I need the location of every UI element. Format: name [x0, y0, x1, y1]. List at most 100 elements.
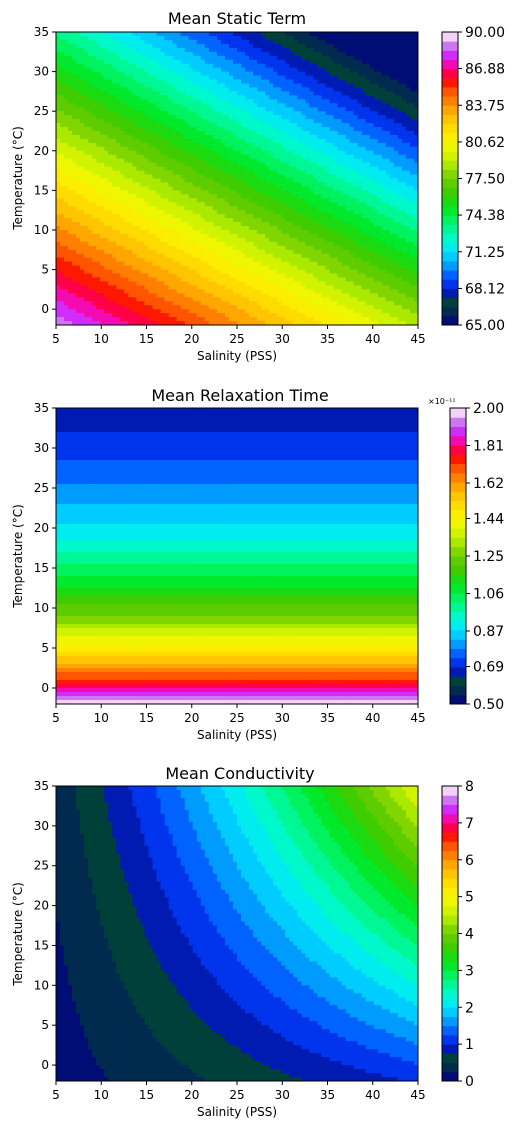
heatmap-cell [216, 182, 222, 188]
heatmap-cell [232, 63, 238, 69]
heatmap-cell [152, 158, 158, 164]
heatmap-cell [216, 99, 222, 104]
heatmap-cell [156, 83, 162, 89]
heatmap-cell [305, 257, 310, 263]
heatmap-cell [112, 313, 117, 318]
heatmap-cell [88, 55, 93, 61]
heatmap-cell [269, 229, 274, 235]
heatmap-cell [305, 142, 310, 148]
heatmap-cell [176, 226, 182, 231]
heatmap-cell [261, 83, 266, 89]
heatmap-cell [148, 261, 154, 267]
heatmap-cell [273, 127, 278, 132]
heatmap-cell [128, 229, 134, 235]
heatmap-cell [172, 293, 178, 298]
heatmap-cell [293, 285, 298, 290]
heatmap-cell [261, 115, 266, 120]
heatmap-cell [253, 111, 258, 116]
heatmap-cell [112, 309, 117, 314]
heatmap-cell [212, 253, 218, 259]
heatmap-cell [120, 293, 125, 298]
heatmap-cell [136, 91, 142, 96]
heatmap-cell [84, 32, 89, 37]
heatmap-cell [148, 241, 154, 247]
heatmap-cell [289, 154, 294, 160]
heatmap-cell [257, 214, 262, 219]
heatmap-cell [100, 190, 105, 195]
heatmap-cell [96, 198, 101, 203]
heatmap-cell [241, 273, 246, 279]
heatmap-cell [176, 174, 182, 180]
heatmap-cell [112, 162, 117, 168]
heatmap-cell [88, 241, 93, 247]
heatmap-cell [273, 293, 278, 298]
heatmap-cell [148, 233, 154, 239]
heatmap-cell [64, 313, 69, 318]
heatmap-cell [124, 154, 129, 160]
heatmap-cell [112, 107, 117, 112]
heatmap-cell [192, 35, 198, 41]
heatmap-cell [56, 198, 61, 203]
heatmap-cell [92, 321, 97, 325]
heatmap-cell [220, 233, 226, 239]
heatmap-cell [277, 32, 282, 37]
heatmap-cell [152, 206, 158, 211]
heatmap-cell [277, 301, 282, 306]
heatmap-cell [249, 313, 254, 318]
heatmap-cell [184, 285, 190, 290]
heatmap-cell [204, 150, 210, 156]
heatmap-cell [317, 321, 323, 325]
heatmap-cell [72, 214, 77, 219]
heatmap-cell [273, 202, 278, 207]
heatmap-cell [148, 79, 154, 85]
heatmap-cell [56, 75, 61, 81]
heatmap-cell [277, 107, 282, 112]
heatmap-cell [305, 190, 310, 195]
heatmap-cell [232, 285, 238, 290]
heatmap-cell [317, 229, 323, 235]
heatmap-cell [164, 67, 170, 73]
heatmap-cell [144, 182, 150, 188]
heatmap-cell [144, 95, 150, 100]
heatmap-cell [212, 154, 218, 160]
heatmap-cell [188, 198, 194, 203]
heatmap-cell [245, 123, 250, 128]
heatmap-cell [116, 301, 121, 306]
heatmap-cell [317, 43, 323, 49]
heatmap-cell [228, 317, 234, 322]
heatmap-cell [305, 127, 310, 132]
heatmap-cell [220, 261, 226, 267]
heatmap-cell [277, 150, 282, 156]
heatmap-cell [212, 67, 218, 73]
heatmap-cell [200, 233, 206, 239]
heatmap-cell [60, 83, 65, 89]
heatmap-cell [261, 218, 266, 223]
heatmap-cell [76, 174, 81, 180]
heatmap-cell [253, 297, 258, 302]
heatmap-cell [184, 186, 190, 191]
heatmap-cell [152, 51, 158, 57]
heatmap-cell [108, 107, 113, 112]
heatmap-cell [160, 91, 166, 96]
heatmap-cell [72, 305, 77, 310]
heatmap-cell [273, 289, 278, 294]
heatmap-cell [245, 35, 250, 41]
heatmap-cell [68, 245, 73, 251]
heatmap-cell [325, 127, 331, 132]
heatmap-cell [285, 206, 290, 211]
heatmap-cell [297, 43, 302, 49]
heatmap-cell [92, 214, 97, 219]
heatmap-cell [104, 229, 109, 235]
heatmap-cell [76, 35, 81, 41]
heatmap-cell [241, 146, 246, 152]
heatmap-cell [313, 198, 319, 203]
heatmap-cell [224, 51, 230, 57]
heatmap-cell [184, 321, 190, 325]
heatmap-field [56, 32, 418, 325]
heatmap-cell [164, 111, 170, 116]
heatmap-cell [281, 95, 286, 100]
heatmap-cell [253, 87, 258, 92]
heatmap-cell [196, 194, 202, 199]
heatmap-cell [224, 107, 230, 112]
heatmap-cell [120, 198, 125, 203]
